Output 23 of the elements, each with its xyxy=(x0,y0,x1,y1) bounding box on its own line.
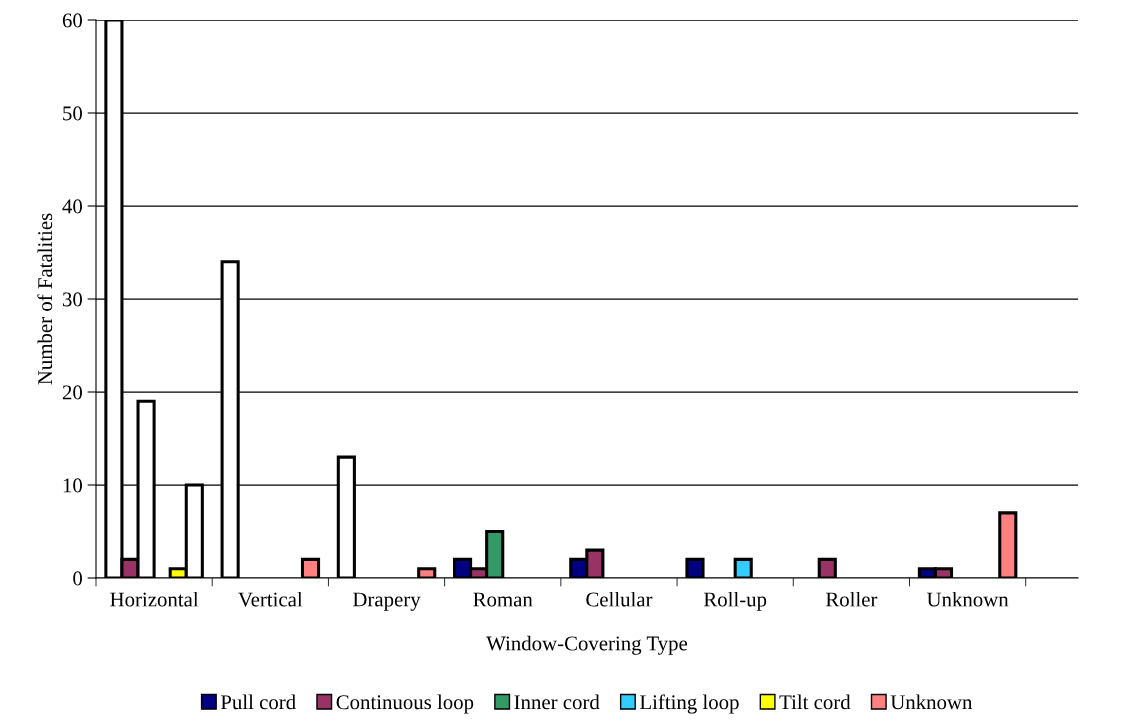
legend-label: Continuous loop xyxy=(336,694,474,714)
y-tick-label: 20 xyxy=(62,385,83,400)
x-tick-label: Roller xyxy=(825,591,878,607)
x-tick-label: Horizontal xyxy=(110,591,199,607)
y-tick-label: 30 xyxy=(62,292,83,307)
y-tick-label: 60 xyxy=(62,13,83,28)
legend-label: Lifting loop xyxy=(639,694,739,714)
y-tick-label: 40 xyxy=(62,199,83,214)
x-tick-label: Roll-up xyxy=(703,591,767,611)
x-tick-label: Cellular xyxy=(586,591,653,607)
x-tick-label: Roman xyxy=(473,592,533,607)
x-axis-title: Window-Covering Type xyxy=(486,635,688,655)
x-tick-label: Drapery xyxy=(353,592,421,611)
x-tick-label: Unknown xyxy=(926,591,1009,607)
legend-label: Unknown xyxy=(890,694,973,710)
y-tick-label: 0 xyxy=(73,571,83,586)
legend-label: Inner cord xyxy=(514,694,600,710)
legend-label: Tilt cord xyxy=(779,694,851,710)
legend-label: Pull cord xyxy=(220,694,296,710)
y-axis-title: Number of Fatalities xyxy=(37,213,53,385)
x-tick-label: Vertical xyxy=(238,591,303,607)
y-tick-label: 10 xyxy=(63,478,83,493)
y-tick-label: 50 xyxy=(63,106,83,121)
